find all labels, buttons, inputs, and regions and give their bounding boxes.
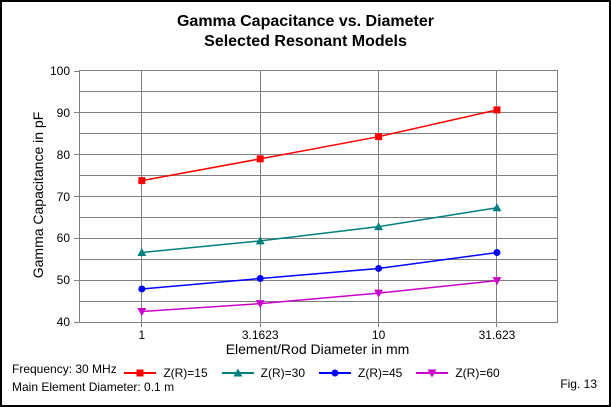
gridline-horizontal: [80, 175, 557, 177]
x-tick-label: 1: [138, 328, 146, 342]
figure-label: Fig. 13: [560, 377, 597, 391]
chart-title: Gamma Capacitance vs. Diameter Selected …: [2, 12, 609, 52]
legend-item: Z(R)=60: [416, 366, 500, 380]
y-tick-label: 40: [56, 315, 70, 329]
x-tick-label: 3.1623: [241, 328, 279, 342]
x-tick-label: 10: [371, 328, 386, 342]
gridline-vertical: [141, 71, 143, 322]
gridline-horizontal: [80, 258, 557, 260]
x-axis-tick: [141, 323, 143, 327]
plot-area: 40 50 60 70 80 90 100 1 3.1623 10 31.623: [50, 64, 558, 342]
legend-item: Z(R)=15: [124, 366, 208, 380]
series-line: [141, 109, 498, 182]
y-axis-tick: [74, 196, 79, 197]
y-axis-tick: [74, 154, 79, 156]
legend-label: Z(R)=30: [260, 366, 305, 380]
x-axis-title: Element/Rod Diameter in mm: [225, 341, 410, 357]
y-axis-tick: [74, 70, 79, 72]
y-axis-tick: [74, 321, 79, 323]
series-marker: [427, 369, 437, 378]
y-tick-label: 80: [56, 147, 70, 162]
y-axis-tick: [74, 279, 79, 281]
y-tick-label: 70: [56, 189, 70, 204]
gridline-horizontal: [80, 133, 557, 135]
y-axis-tick: [74, 112, 79, 114]
series-marker: [331, 369, 339, 377]
legend-label: Z(R)=60: [455, 366, 500, 380]
chart-title-line2: Selected Resonant Models: [204, 33, 407, 50]
gridline-horizontal: [80, 216, 557, 218]
gridline-horizontal: [80, 237, 557, 239]
gridline-horizontal: [80, 300, 557, 302]
gridline-vertical: [496, 71, 498, 322]
series-marker: [136, 369, 144, 377]
y-tick-label: 60: [56, 231, 70, 246]
x-axis-tick: [378, 323, 380, 327]
chart-notes: Frequency: 30 MHz Main Element Diameter:…: [12, 360, 174, 396]
y-tick-label: 50: [56, 273, 70, 288]
gridline-vertical: [259, 71, 261, 322]
gridline-vertical: [378, 71, 380, 322]
legend-label: Z(R)=15: [163, 366, 208, 380]
legend: Z(R)=15 Z(R)=30 Z(R)=45 Z(R)=60: [124, 366, 500, 380]
y-tick-label: 100: [49, 64, 70, 78]
legend-label: Z(R)=45: [358, 366, 403, 380]
gridline-horizontal: [80, 91, 557, 93]
series-line: [141, 207, 498, 254]
y-tick-label: 90: [56, 105, 70, 120]
series-line: [141, 279, 498, 313]
gridline-horizontal: [80, 154, 557, 156]
gridline-horizontal: [80, 196, 557, 197]
chart-title-line1: Gamma Capacitance vs. Diameter: [176, 13, 434, 30]
legend-swatch: [319, 369, 351, 377]
legend-swatch: [221, 368, 254, 377]
legend-item: Z(R)=45: [319, 366, 402, 380]
x-axis-tick: [496, 323, 498, 327]
x-tick-label: 31.623: [478, 328, 516, 342]
legend-swatch: [124, 369, 157, 377]
gridline-horizontal: [80, 112, 557, 114]
x-axis-tick: [259, 323, 261, 327]
gridline-horizontal: [80, 279, 557, 281]
legend-swatch: [416, 369, 449, 378]
y-axis-tick: [74, 237, 79, 239]
legend-item: Z(R)=30: [221, 366, 305, 380]
series-marker: [233, 368, 243, 377]
note-main-element-diameter: Main Element Diameter: 0.1 m: [12, 380, 175, 394]
note-frequency: Frequency: 30 MHz: [12, 362, 117, 376]
